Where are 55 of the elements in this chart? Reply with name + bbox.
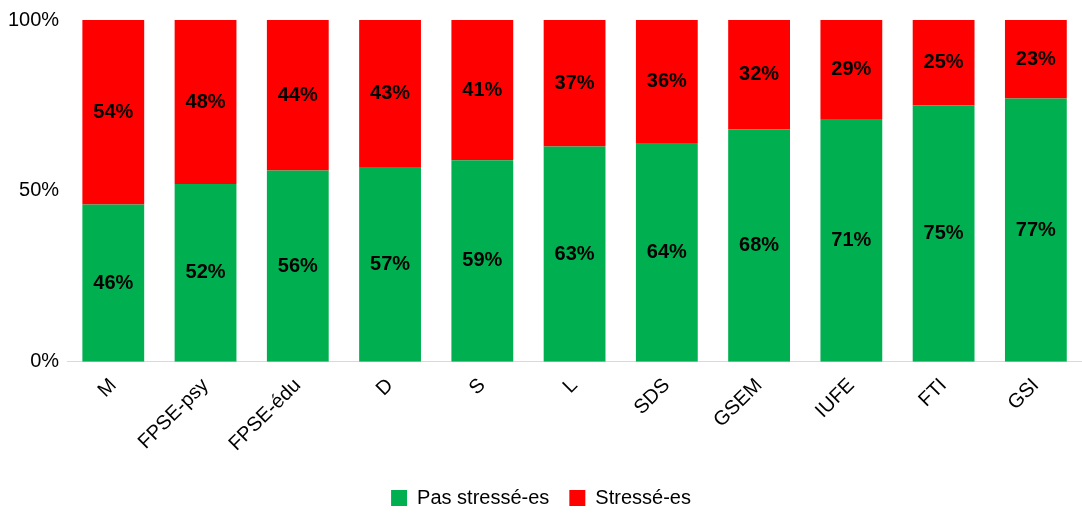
x-tick-label: M bbox=[92, 373, 121, 401]
bar bbox=[174, 20, 237, 185]
bar bbox=[635, 20, 698, 144]
bar bbox=[635, 143, 698, 362]
data-label: 32% bbox=[739, 62, 780, 85]
legend-label: Stressé-es bbox=[595, 485, 691, 508]
data-label: 25% bbox=[923, 50, 964, 73]
y-tick-label: 50% bbox=[19, 178, 60, 201]
data-label: 23% bbox=[1015, 46, 1057, 69]
data-label: 44% bbox=[277, 82, 319, 105]
data-label: 63% bbox=[554, 241, 595, 264]
bar bbox=[1004, 98, 1067, 362]
bar bbox=[1004, 20, 1067, 99]
bar bbox=[359, 20, 421, 167]
y-tick-label: 100% bbox=[8, 7, 60, 30]
x-tick-label: L bbox=[557, 373, 582, 397]
data-label: 75% bbox=[923, 221, 964, 244]
x-tick-label: FTI bbox=[913, 373, 951, 411]
bar bbox=[266, 20, 329, 171]
data-label: 46% bbox=[93, 270, 134, 293]
bar bbox=[728, 129, 790, 362]
x-tick-label: S bbox=[464, 373, 490, 399]
data-label: 41% bbox=[462, 77, 503, 100]
bar bbox=[820, 20, 883, 120]
data-label: 64% bbox=[646, 239, 688, 262]
data-label: 52% bbox=[185, 260, 226, 283]
data-label: 68% bbox=[739, 233, 780, 256]
bar bbox=[912, 105, 975, 362]
data-label: 77% bbox=[1015, 217, 1057, 240]
bar bbox=[359, 166, 421, 362]
y-tick-label: 0% bbox=[30, 349, 60, 372]
data-label: 43% bbox=[370, 81, 411, 103]
bar bbox=[728, 20, 790, 130]
bar bbox=[266, 170, 329, 362]
legend-label: Pas stressé-es bbox=[417, 485, 550, 508]
data-label: 57% bbox=[370, 251, 411, 274]
bar bbox=[451, 160, 514, 362]
x-tick-label: GSI bbox=[1002, 373, 1043, 414]
bar bbox=[82, 204, 145, 362]
data-label: 56% bbox=[277, 253, 319, 276]
bar bbox=[451, 20, 514, 161]
bar bbox=[543, 20, 606, 147]
data-label: 29% bbox=[831, 57, 872, 80]
bar bbox=[820, 119, 883, 362]
x-tick-label: D bbox=[371, 373, 397, 400]
bar bbox=[912, 20, 975, 106]
data-label: 36% bbox=[646, 69, 688, 92]
data-label: 48% bbox=[185, 89, 226, 112]
data-label: 59% bbox=[462, 248, 503, 271]
bar bbox=[174, 184, 237, 362]
data-label: 37% bbox=[554, 70, 595, 93]
data-label: 54% bbox=[93, 99, 134, 122]
data-label: 71% bbox=[831, 227, 872, 250]
bar bbox=[543, 146, 606, 362]
bar bbox=[82, 20, 145, 205]
